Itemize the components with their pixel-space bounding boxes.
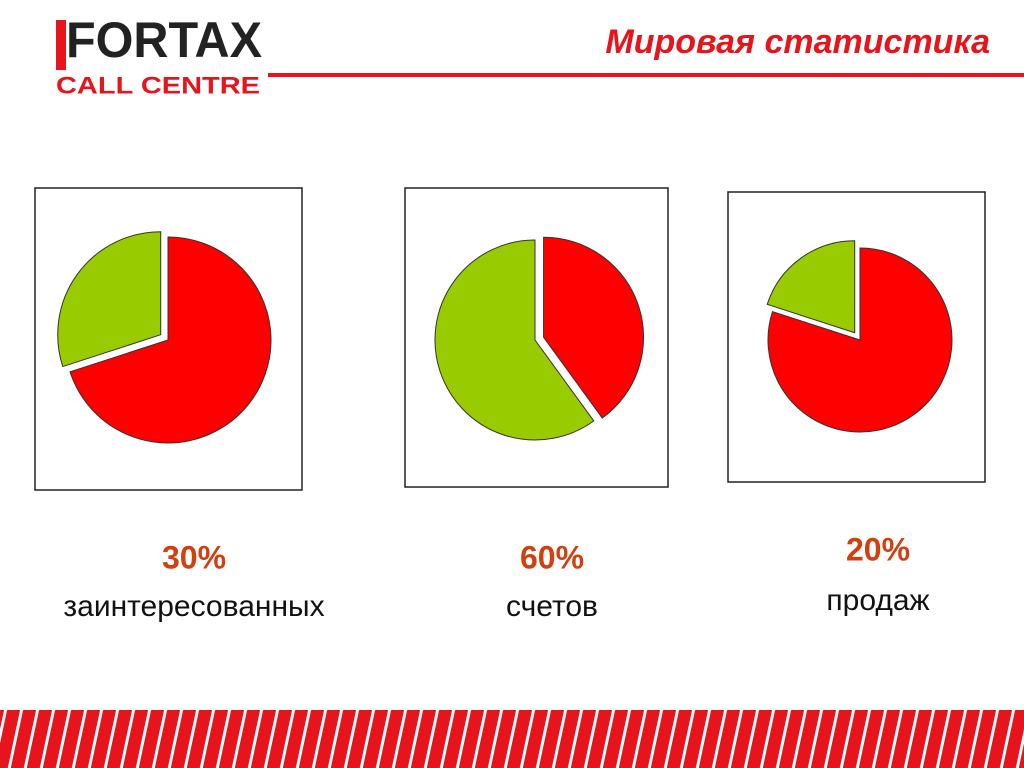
pie-slice xyxy=(434,239,595,441)
logo-bottom: CALL CENTRE xyxy=(56,72,260,99)
value-label: 30% xyxy=(162,539,226,575)
value-label: 20% xyxy=(846,531,910,567)
pie-slice xyxy=(69,236,272,444)
logo-top: FORTAX xyxy=(66,12,262,68)
logo-bar xyxy=(56,20,66,70)
caption: заинтересованных xyxy=(63,590,324,623)
caption: продаж xyxy=(826,584,929,617)
bottom-stripe xyxy=(0,710,1024,768)
pie-slice xyxy=(767,247,953,433)
pie-slice xyxy=(766,240,856,334)
value-label: 60% xyxy=(520,539,584,575)
slide-title: Мировая статистика xyxy=(605,23,990,61)
pie-slice xyxy=(57,231,162,368)
caption: счетов xyxy=(506,590,598,623)
pie-slice xyxy=(543,236,645,419)
